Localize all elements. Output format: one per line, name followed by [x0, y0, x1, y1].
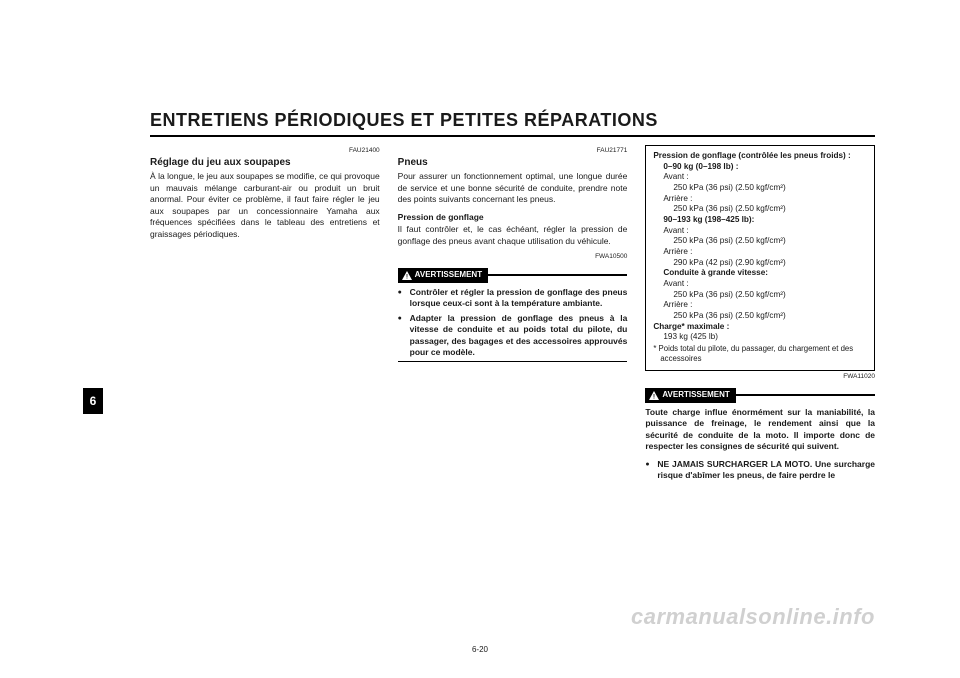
value-rear: 250 kPa (36 psi) (2.50 kgf/cm²) — [653, 311, 867, 322]
subheading: Pression de gonflage — [398, 212, 628, 223]
page-number: 6-20 — [0, 645, 960, 654]
pressure-box: Pression de gonflage (contrôlée les pneu… — [645, 145, 875, 371]
footnote: * Poids total du pilote, du passager, du… — [653, 344, 867, 364]
section-title: Pneus — [398, 156, 628, 170]
label-rear: Arrière : — [653, 194, 867, 205]
label-front: Avant : — [653, 172, 867, 183]
end-rule — [398, 361, 628, 362]
warning-label-text: AVERTISSEMENT — [662, 390, 729, 401]
body-text: Il faut contrôler et, le cas échéant, ré… — [398, 224, 628, 247]
warning-label: ! AVERTISSEMENT — [645, 388, 735, 403]
value-rear: 290 kPa (42 psi) (2.90 kgf/cm²) — [653, 258, 867, 269]
column-3: Pression de gonflage (contrôlée les pneu… — [645, 145, 875, 484]
page-content: ENTRETIENS PÉRIODIQUES ET PETITES RÉPARA… — [150, 110, 875, 638]
load-range: 0–90 kg (0–198 lb) : — [653, 162, 867, 173]
column-1: FAU21400 Réglage du jeu aux soupapes À l… — [150, 145, 380, 484]
value-rear: 250 kPa (36 psi) (2.50 kgf/cm²) — [653, 204, 867, 215]
warning-label: ! AVERTISSEMENT — [398, 268, 488, 283]
watermark: carmanualsonline.info — [631, 604, 875, 630]
warning-rule — [488, 274, 627, 276]
columns: FAU21400 Réglage du jeu aux soupapes À l… — [150, 145, 875, 484]
label-front: Avant : — [653, 226, 867, 237]
ref-code: FWA10500 — [398, 253, 628, 262]
svg-text:!: ! — [406, 274, 408, 280]
speed-range: Conduite à grande vitesse: — [653, 268, 867, 279]
label-front: Avant : — [653, 279, 867, 290]
body-text: À la longue, le jeu aux soupapes se modi… — [150, 171, 380, 240]
max-load-value: 193 kg (425 lb) — [653, 332, 867, 343]
page-title: ENTRETIENS PÉRIODIQUES ET PETITES RÉPARA… — [150, 110, 875, 131]
ref-code: FAU21400 — [150, 147, 380, 156]
warning-rule — [736, 394, 875, 396]
warning-label-text: AVERTISSEMENT — [415, 270, 482, 281]
warning-list: NE JAMAIS SURCHARGER LA MOTO. Une surcha… — [645, 459, 875, 482]
body-text: Pour assurer un fonctionnement optimal, … — [398, 171, 628, 205]
max-load-label: Charge* maximale : — [653, 322, 867, 333]
value-front: 250 kPa (36 psi) (2.50 kgf/cm²) — [653, 183, 867, 194]
list-item: Contrôler et régler la pression de gonfl… — [398, 287, 628, 310]
warning-icon: ! — [649, 391, 659, 400]
label-rear: Arrière : — [653, 247, 867, 258]
warning-text: Toute charge influe énormément sur la ma… — [645, 407, 875, 453]
warning-list: Contrôler et régler la pression de gonfl… — [398, 287, 628, 359]
list-item: NE JAMAIS SURCHARGER LA MOTO. Une surcha… — [645, 459, 875, 482]
warning-header: ! AVERTISSEMENT — [645, 388, 875, 403]
value-front: 250 kPa (36 psi) (2.50 kgf/cm²) — [653, 290, 867, 301]
section-title: Réglage du jeu aux soupapes — [150, 156, 380, 170]
box-title: Pression de gonflage (contrôlée les pneu… — [653, 151, 867, 162]
ref-code: FAU21771 — [398, 147, 628, 156]
value-front: 250 kPa (36 psi) (2.50 kgf/cm²) — [653, 236, 867, 247]
svg-text:!: ! — [653, 394, 655, 400]
manual-page: 6 ENTRETIENS PÉRIODIQUES ET PETITES RÉPA… — [0, 0, 960, 678]
header-rule — [150, 135, 875, 137]
label-rear: Arrière : — [653, 300, 867, 311]
warning-header: ! AVERTISSEMENT — [398, 268, 628, 283]
ref-code: FWA11020 — [645, 373, 875, 382]
list-item: Adapter la pression de gonflage des pneu… — [398, 313, 628, 359]
warning-icon: ! — [402, 271, 412, 280]
column-2: FAU21771 Pneus Pour assurer un fonctionn… — [398, 145, 628, 484]
chapter-tab: 6 — [83, 388, 103, 414]
load-range: 90–193 kg (198–425 lb): — [653, 215, 867, 226]
